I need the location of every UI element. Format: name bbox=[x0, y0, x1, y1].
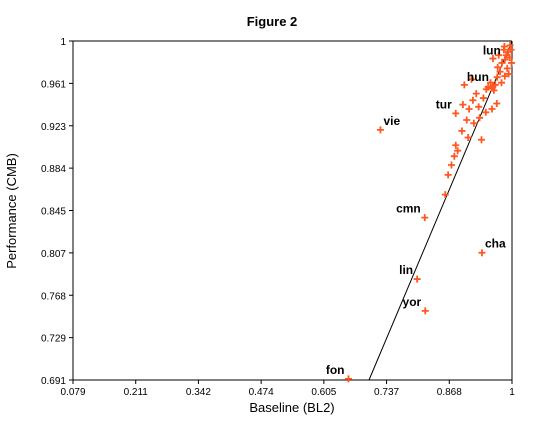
x-tick-label: 0.605 bbox=[311, 387, 336, 398]
data-point-lun bbox=[501, 56, 509, 64]
y-tick-label: 0.845 bbox=[41, 207, 66, 218]
data-point bbox=[505, 70, 513, 78]
data-point bbox=[467, 75, 475, 83]
y-tick-label: 0.923 bbox=[41, 122, 66, 133]
data-point-yor bbox=[421, 307, 429, 315]
x-tick-label: 1 bbox=[509, 387, 515, 398]
data-points bbox=[345, 41, 516, 383]
data-point-lin bbox=[413, 275, 421, 283]
data-point bbox=[464, 134, 472, 142]
data-point bbox=[447, 161, 455, 169]
data-point bbox=[444, 171, 452, 179]
x-axis-ticks: 0.079 0.211 0.342 0.474 0.605 0.737 0.868 1 bbox=[60, 380, 515, 398]
x-tick-label: 0.737 bbox=[374, 387, 399, 398]
x-tick-label: 0.079 bbox=[60, 387, 85, 398]
data-point bbox=[508, 59, 516, 67]
point-label-cmn: cmn bbox=[396, 202, 421, 216]
data-point bbox=[493, 73, 501, 81]
data-point-hun bbox=[489, 82, 497, 90]
point-label-vie: vie bbox=[383, 114, 400, 128]
data-point bbox=[502, 51, 510, 59]
point-label-cha: cha bbox=[485, 237, 506, 251]
x-axis-label: Baseline (BL2) bbox=[249, 400, 334, 415]
data-point bbox=[498, 79, 506, 87]
point-label-lin: lin bbox=[399, 263, 413, 277]
data-point bbox=[482, 108, 490, 116]
data-point bbox=[477, 136, 485, 144]
x-tick-label: 0.342 bbox=[186, 387, 211, 398]
chart-title: Figure 2 bbox=[247, 14, 298, 29]
data-point-fon bbox=[345, 375, 353, 383]
data-point bbox=[500, 42, 508, 50]
data-point-cmn bbox=[421, 214, 429, 222]
data-point bbox=[458, 127, 466, 135]
data-point bbox=[489, 55, 497, 63]
data-point bbox=[506, 41, 514, 49]
y-tick-label: 0.729 bbox=[41, 334, 66, 345]
data-point bbox=[469, 96, 477, 104]
data-point bbox=[465, 105, 473, 113]
y-tick-label: 0.884 bbox=[41, 164, 66, 175]
x-tick-label: 0.868 bbox=[437, 387, 462, 398]
point-label-yor: yor bbox=[403, 295, 422, 309]
point-labels: lun hun tur vie cmn cha lin yor fon bbox=[326, 44, 506, 377]
data-point bbox=[441, 191, 449, 199]
data-point bbox=[493, 100, 501, 108]
point-label-fon: fon bbox=[326, 363, 345, 377]
plot-frame bbox=[72, 40, 513, 381]
data-point bbox=[454, 147, 462, 155]
data-point bbox=[495, 51, 503, 59]
y-tick-label: 0.691 bbox=[41, 376, 66, 387]
data-point bbox=[463, 116, 471, 124]
data-point bbox=[496, 68, 504, 76]
data-point bbox=[503, 64, 511, 72]
data-point bbox=[494, 63, 502, 71]
y-tick-label: 0.807 bbox=[41, 249, 66, 260]
data-point-cha bbox=[478, 249, 486, 257]
data-point bbox=[452, 141, 460, 149]
data-point bbox=[488, 105, 496, 113]
data-point bbox=[482, 85, 490, 93]
point-label-tur: tur bbox=[436, 97, 452, 111]
data-point-tur bbox=[452, 109, 460, 117]
data-point bbox=[501, 72, 509, 80]
data-point bbox=[490, 86, 498, 94]
point-label-lun: lun bbox=[483, 44, 501, 58]
x-tick-label: 0.474 bbox=[249, 387, 274, 398]
y-tick-label: 0.768 bbox=[41, 291, 66, 302]
data-point-vie bbox=[376, 126, 384, 134]
y-tick-label: 0.961 bbox=[41, 79, 66, 90]
data-point bbox=[476, 114, 484, 122]
x-tick-label: 0.211 bbox=[124, 387, 149, 398]
y-axis-label: Performance (CMB) bbox=[4, 153, 19, 269]
data-point bbox=[460, 81, 468, 89]
data-point bbox=[459, 101, 467, 109]
y-tick-label: 1 bbox=[60, 37, 66, 48]
data-point bbox=[479, 94, 487, 102]
data-point bbox=[475, 103, 483, 111]
data-point bbox=[472, 90, 480, 98]
point-label-hun: hun bbox=[467, 70, 489, 84]
y-axis-ticks: 0.691 0.729 0.768 0.807 0.845 0.884 0.923 0.961… bbox=[41, 37, 73, 387]
data-point bbox=[470, 119, 478, 127]
trend-line bbox=[368, 40, 513, 381]
data-point bbox=[450, 152, 458, 160]
